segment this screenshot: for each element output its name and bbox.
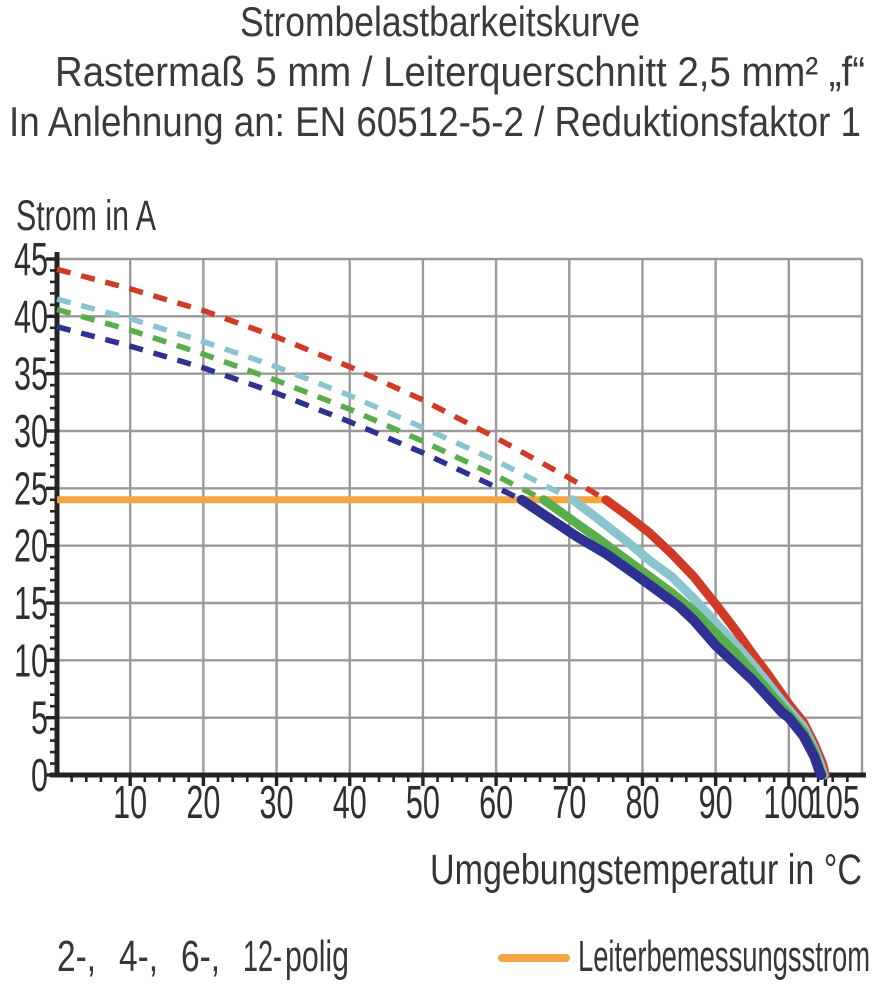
y-tick-label: 40 <box>14 290 48 342</box>
y-axis-title: Strom in A <box>16 192 156 240</box>
y-tick-label: 35 <box>14 348 48 400</box>
curve-12-polig-solid <box>516 494 826 780</box>
y-tick-label: 45 <box>14 233 48 285</box>
x-tick-label: 105 <box>809 776 860 828</box>
chart-title-line-1: Strombelastbarkeitskurve <box>240 0 640 45</box>
x-axis-title: Umgebungstemperatur in °C <box>430 846 862 894</box>
x-tick-label: 30 <box>260 776 294 828</box>
y-tick-label: 25 <box>14 462 48 514</box>
chart-title-line-2: Rastermaß 5 mm / Leiterquerschnitt 2,5 m… <box>55 48 865 95</box>
legend-rated-current-swatch <box>498 954 570 962</box>
legend-pole-6-label: 6-, <box>181 932 220 981</box>
y-tick-label: 10 <box>14 634 48 686</box>
x-tick-label: 50 <box>406 776 440 828</box>
curve-4-polig-solid <box>568 495 829 780</box>
y-tick-label: 0 <box>31 749 48 801</box>
curve-12-polig-dashed <box>56 324 523 503</box>
y-tick-label: 15 <box>14 577 48 629</box>
legend-polig-label: polig <box>285 932 349 981</box>
curve-2-polig-dashed <box>56 266 608 503</box>
legend-pole-12-label: 12- <box>243 932 282 981</box>
curve-4-polig-dashed <box>56 296 575 503</box>
y-tick-label: 20 <box>14 520 48 572</box>
y-tick-label: 30 <box>14 405 48 457</box>
x-tick-label: 20 <box>186 776 220 828</box>
y-tick-label: 5 <box>31 692 48 744</box>
x-tick-label: 70 <box>552 776 586 828</box>
legend-pole-2-label: 2-, <box>57 932 96 981</box>
x-tick-label: 90 <box>699 776 733 828</box>
x-tick-label: 100 <box>763 776 814 828</box>
x-tick-label: 60 <box>479 776 513 828</box>
x-tick-label: 40 <box>333 776 367 828</box>
legend: 2-, 4-, 6-, 12- polig Leiterbemessungsstrom <box>57 932 870 981</box>
x-tick-label: 10 <box>113 776 147 828</box>
plot-area: 10 20 30 40 50 60 70 80 90 1001050510152025303540… <box>14 233 866 828</box>
curve-6-polig-dashed <box>56 306 545 503</box>
legend-pole-4-label: 4-, <box>119 932 158 981</box>
x-tick-label: 80 <box>625 776 659 828</box>
legend-rated-current-label: Leiterbemessungsstrom <box>578 932 870 981</box>
legend-pole-items: 2-, 4-, 6-, 12- <box>57 932 282 981</box>
chart-title-line-3: In Anlehnung an: EN 60512-5-2 / Reduktio… <box>9 98 861 145</box>
